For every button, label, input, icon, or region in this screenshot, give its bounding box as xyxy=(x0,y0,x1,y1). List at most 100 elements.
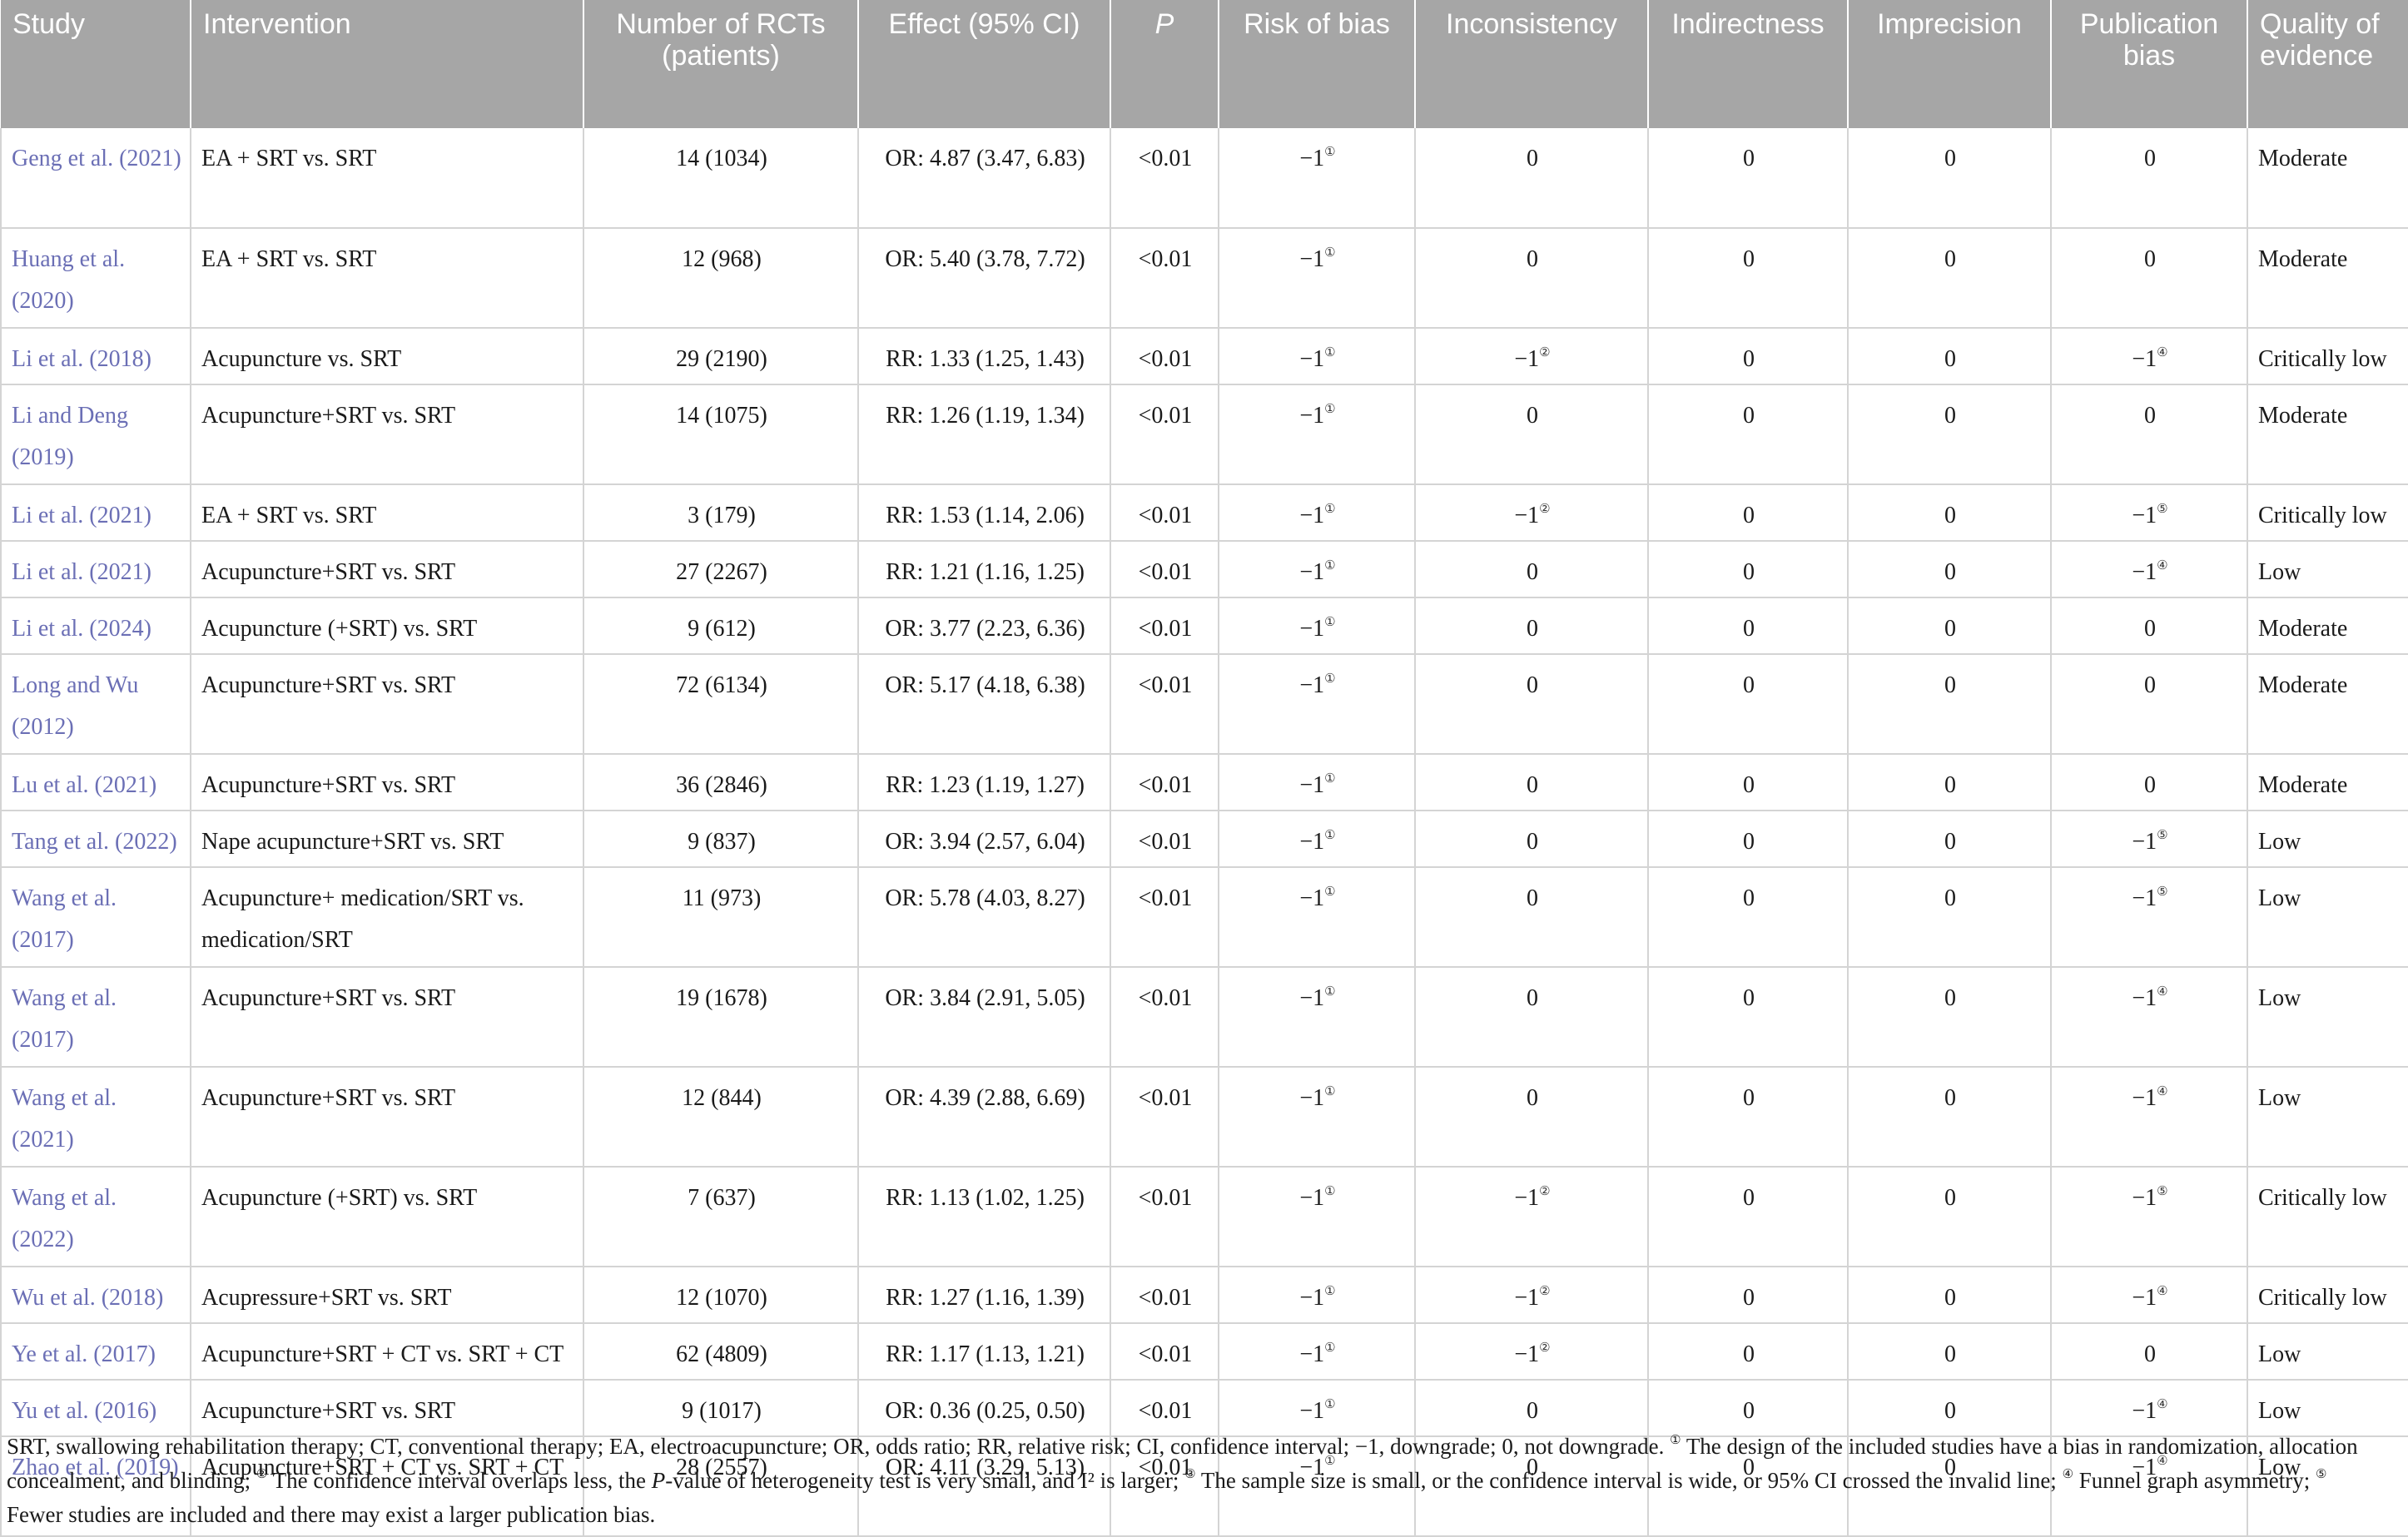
footnote-marker: ① xyxy=(1324,1185,1336,1198)
cell-inconsistency-text: 0 xyxy=(1527,146,1538,171)
footnote-marker: ④ xyxy=(2157,346,2168,359)
cell-rcts: 9 (612) xyxy=(583,597,858,655)
footnote-text-5: Fewer studies are included and there may… xyxy=(7,1502,656,1527)
header-study: Study xyxy=(1,0,191,128)
cell-rcts-text: 9 (1017) xyxy=(682,1398,762,1424)
cell-risk-of-bias: −1① xyxy=(1218,228,1415,329)
cell-study: Wang et al. (2017) xyxy=(0,867,191,968)
cell-study-text: Ye et al. (2017) xyxy=(12,1341,156,1367)
cell-imprecision-text: 0 xyxy=(1944,1285,1956,1311)
cell-rcts-text: 72 (6134) xyxy=(676,672,767,698)
cell-inconsistency: 0 xyxy=(1414,1380,1648,1437)
cell-effect-text: OR: 5.17 (4.18, 6.38) xyxy=(885,672,1085,698)
cell-indirectness-text: 0 xyxy=(1743,1085,1755,1111)
cell-quality-text: Low xyxy=(2258,559,2301,585)
cell-effect: RR: 1.33 (1.25, 1.43) xyxy=(857,328,1110,385)
cell-rcts: 3 (179) xyxy=(583,484,858,542)
cell-study-text: Li et al. (2018) xyxy=(12,346,151,372)
cell-risk-of-bias: −1① xyxy=(1218,754,1415,811)
cell-rcts: 14 (1034) xyxy=(583,128,858,229)
cell-effect-text: OR: 4.39 (2.88, 6.69) xyxy=(885,1085,1085,1111)
table-header: Study Intervention Number of RCTs (patie… xyxy=(1,0,2408,128)
cell-effect: OR: 3.84 (2.91, 5.05) xyxy=(857,967,1110,1068)
cell-p-text: <0.01 xyxy=(1138,503,1193,528)
cell-inconsistency: 0 xyxy=(1414,754,1648,811)
cell-p: <0.01 xyxy=(1110,867,1219,968)
cell-intervention: Acupuncture+ medication/SRT vs. medicati… xyxy=(190,867,583,968)
cell-imprecision-text: 0 xyxy=(1944,829,1956,855)
cell-inconsistency: 0 xyxy=(1414,867,1648,968)
cell-effect-text: OR: 0.36 (0.25, 0.50) xyxy=(885,1398,1085,1424)
footnote-marker: ② xyxy=(1539,1285,1551,1298)
cell-intervention: EA + SRT vs. SRT xyxy=(190,128,583,229)
cell-study: Li et al. (2024) xyxy=(0,597,191,655)
cell-quality-text: Low xyxy=(2258,1455,2301,1480)
header-quality-of-evidence: Quality of evidence xyxy=(2247,0,2408,128)
table-row: Zhao et al. (2019) Acupuncture+SRT + CT v… xyxy=(0,1436,2408,1537)
cell-publication-bias: −1④ xyxy=(2050,1436,2247,1537)
cell-effect-text: OR: 4.11 (3.29, 5.13) xyxy=(885,1455,1085,1480)
cell-imprecision-text: 0 xyxy=(1944,146,1956,171)
cell-intervention-text: Acupuncture+SRT vs. SRT xyxy=(201,559,456,585)
cell-risk-of-bias-text: −1 xyxy=(1299,1185,1325,1211)
cell-risk-of-bias-text: −1 xyxy=(1299,1285,1325,1311)
cell-effect-text: RR: 1.21 (1.16, 1.25) xyxy=(886,559,1085,585)
cell-publication-bias-text: −1 xyxy=(2132,1185,2157,1211)
footnote-mark-5: ⑤ xyxy=(2315,1468,2327,1481)
cell-rcts: 9 (837) xyxy=(583,811,858,868)
cell-risk-of-bias: −1① xyxy=(1218,1167,1415,1267)
cell-quality: Critically low xyxy=(2247,328,2408,385)
footnote-mark-1: ① xyxy=(1670,1434,1681,1447)
cell-publication-bias-text: −1 xyxy=(2132,1085,2157,1111)
cell-indirectness: 0 xyxy=(1647,384,1848,485)
footnote-marker: ① xyxy=(1324,559,1336,573)
cell-risk-of-bias-text: −1 xyxy=(1299,146,1325,171)
cell-inconsistency-text: −1 xyxy=(1514,503,1540,528)
cell-study: Li et al. (2021) xyxy=(0,541,191,598)
cell-intervention: EA + SRT vs. SRT xyxy=(190,228,583,329)
cell-publication-bias-text: 0 xyxy=(2144,146,2156,171)
cell-indirectness: 0 xyxy=(1647,1323,1848,1381)
cell-p-text: <0.01 xyxy=(1138,672,1193,698)
cell-rcts-text: 9 (837) xyxy=(688,829,756,855)
cell-publication-bias: −1④ xyxy=(2050,1380,2247,1437)
cell-intervention: Acupuncture+SRT vs. SRT xyxy=(190,384,583,485)
cell-p-text: <0.01 xyxy=(1138,559,1193,585)
cell-quality-text: Moderate xyxy=(2258,146,2348,171)
cell-inconsistency-text: 0 xyxy=(1527,403,1538,429)
cell-indirectness: 0 xyxy=(1647,597,1848,655)
cell-effect: OR: 0.36 (0.25, 0.50) xyxy=(857,1380,1110,1437)
cell-rcts: 7 (637) xyxy=(583,1167,858,1267)
cell-risk-of-bias: −1① xyxy=(1218,541,1415,598)
cell-p-text: <0.01 xyxy=(1138,403,1193,429)
cell-p-text: <0.01 xyxy=(1138,616,1193,642)
cell-study-text: Zhao et al. (2019) xyxy=(12,1455,179,1480)
cell-intervention-text: Acupuncture+SRT vs. SRT xyxy=(201,772,456,798)
cell-study: Lu et al. (2021) xyxy=(0,754,191,811)
table-row: Li et al. (2018) Acupuncture vs. SRT 29 (2… xyxy=(0,328,2408,385)
table-row: Long and Wu (2012) Acupuncture+SRT vs. SR… xyxy=(0,654,2408,755)
cell-indirectness-text: 0 xyxy=(1743,346,1755,372)
footnote-mark-3: ③ xyxy=(1184,1468,1196,1481)
cell-indirectness: 0 xyxy=(1647,484,1848,542)
cell-inconsistency-text: 0 xyxy=(1527,772,1538,798)
cell-quality-text: Moderate xyxy=(2258,672,2348,698)
table-row: Wang et al. (2017) Acupuncture+SRT vs. SR… xyxy=(0,967,2408,1068)
cell-risk-of-bias: −1① xyxy=(1218,1380,1415,1437)
cell-publication-bias: 0 xyxy=(2050,128,2247,229)
cell-publication-bias-text: −1 xyxy=(2132,829,2157,855)
cell-p: <0.01 xyxy=(1110,1067,1219,1168)
cell-indirectness: 0 xyxy=(1647,967,1848,1068)
cell-intervention-text: EA + SRT vs. SRT xyxy=(201,503,377,528)
cell-quality: Critically low xyxy=(2247,484,2408,542)
cell-quality: Moderate xyxy=(2247,597,2408,655)
cell-inconsistency: −1② xyxy=(1414,1267,1648,1324)
table-body: Geng et al. (2021) EA + SRT vs. SRT 14 (10… xyxy=(0,128,2408,1537)
cell-risk-of-bias-text: −1 xyxy=(1299,672,1325,698)
footnote-marker: ① xyxy=(1324,246,1336,260)
cell-rcts: 12 (968) xyxy=(583,228,858,329)
footnote-marker: ① xyxy=(1324,1398,1336,1411)
cell-effect-text: RR: 1.27 (1.16, 1.39) xyxy=(886,1285,1085,1311)
